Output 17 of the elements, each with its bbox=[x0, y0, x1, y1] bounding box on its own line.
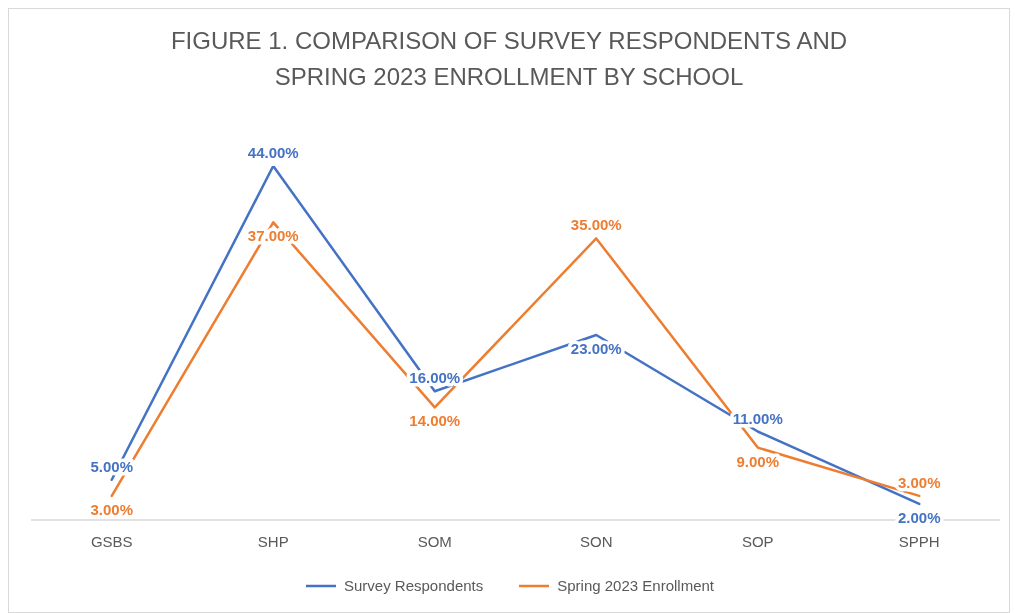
chart-title: FIGURE 1. COMPARISON OF SURVEY RESPONDENTS AND SPRING 2023 ENROLLMENT BY SCHOOL bbox=[169, 26, 849, 92]
x-tick-label: GSBS bbox=[90, 532, 133, 550]
data-label: 23.00% bbox=[570, 339, 622, 357]
data-label: 35.00% bbox=[570, 216, 622, 234]
legend-label: Survey Respondents bbox=[343, 577, 484, 594]
data-label: 2.00% bbox=[897, 508, 941, 526]
data-label: 3.00% bbox=[897, 473, 941, 491]
data-label: 3.00% bbox=[90, 500, 134, 518]
x-tick-label: SHP bbox=[257, 532, 289, 550]
data-label: 14.00% bbox=[409, 412, 461, 430]
x-tick-label: SOP bbox=[741, 532, 774, 550]
x-tick-label: SON bbox=[579, 532, 613, 550]
x-tick-label: SOM bbox=[417, 532, 452, 550]
legend-label: Spring 2023 Enrollment bbox=[557, 577, 714, 594]
data-label: 44.00% bbox=[247, 144, 299, 161]
data-label: 9.00% bbox=[736, 452, 780, 470]
x-tick-label: SPPH bbox=[898, 532, 940, 550]
